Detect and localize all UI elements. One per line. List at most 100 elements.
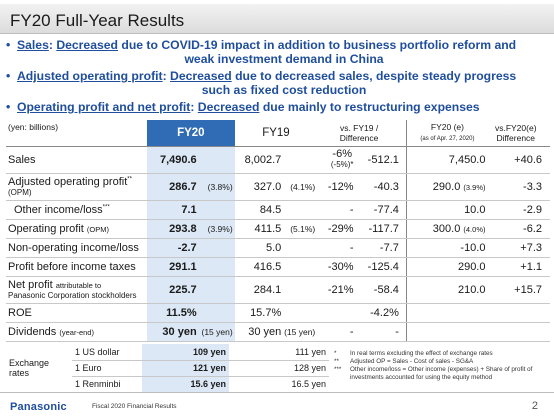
- fy20-value: 7.1: [147, 200, 235, 220]
- exchange-fy20: 121 yen: [142, 360, 229, 377]
- col-fy20-header: FY20: [147, 120, 235, 147]
- fy19-number: 327.0: [253, 180, 282, 193]
- difference-value: -4.2%: [355, 303, 401, 323]
- fy19-number: 84.5: [259, 203, 282, 216]
- fy20-value: 30 yen (15 yen): [147, 322, 235, 342]
- row-label-text: ROE: [8, 306, 32, 319]
- fy19-value: 15.7%: [234, 303, 318, 323]
- change-percent-stack: -: [350, 242, 354, 253]
- row-label: Adjusted operating profit** (OPM): [6, 173, 148, 201]
- fy20-number: 30 yen: [162, 325, 197, 338]
- exchange-fy20: 15.6 yen: [142, 376, 229, 393]
- bullet-emph: Decreased: [56, 38, 118, 52]
- fy19-number: 416.5: [253, 260, 282, 273]
- bullet-rest: due to COVID-19 impact in addition to bu…: [117, 38, 517, 52]
- table-header-row: (yen: billions) FY20 FY19 vs. FY19 / Dif…: [6, 120, 550, 147]
- forecast-ratio: (4.0%): [463, 224, 486, 234]
- col-diff-header-line2: Difference: [339, 132, 379, 143]
- difference-value: -40.3: [355, 173, 401, 201]
- forecast-value: -10.0: [406, 238, 488, 258]
- row-label-qualifier: attributable to: [55, 281, 102, 290]
- fy19-value: 8,002.7: [234, 146, 318, 174]
- row-label: Net profit attributable to Panasonic Corp…: [6, 276, 148, 304]
- forecast-number: -10.0: [460, 241, 486, 254]
- row-label-text: Profit before income taxes: [8, 260, 136, 273]
- bullet-adjusted-op: • Adjusted operating profit: Decreased d…: [6, 69, 551, 97]
- change-percent-value: -12%: [327, 180, 354, 193]
- panasonic-logo: Panasonic: [10, 401, 67, 413]
- exchange-row: 1 Renminbi 15.6 yen 16.5 yen: [6, 376, 329, 393]
- forecast-value: 7,450.0: [406, 146, 488, 174]
- bullet-rest: due mainly to restructuring expenses: [259, 100, 480, 114]
- forecast-value: 290.0: [406, 257, 488, 277]
- change-percent: -: [317, 322, 356, 342]
- forecast-value: [406, 303, 488, 323]
- footnote-text: Adjusted OP = Sales - Cost of sales - SG…: [350, 358, 474, 365]
- change-percent: -21%: [317, 276, 356, 304]
- fy19-number: 411.5: [254, 222, 282, 235]
- bullet-sales: • Sales: Decreased due to COVID-19 impac…: [6, 38, 551, 66]
- change-percent-stack: -: [350, 204, 354, 215]
- gap: [400, 120, 407, 147]
- exchange-fy19: 111 yen: [229, 344, 329, 361]
- fy20-value: 11.5%: [147, 303, 235, 323]
- change-percent-stack: -21%: [328, 284, 354, 295]
- forecast-difference: [487, 303, 550, 323]
- row-label-text: Dividends: [8, 325, 57, 338]
- col-fy19-header: FY19: [234, 120, 318, 147]
- bullet-dot: •: [6, 100, 11, 114]
- difference-value: -125.4: [355, 257, 401, 277]
- row-label-qualifier: (OPM): [86, 224, 109, 234]
- fy20-number: 7,490.6: [159, 153, 197, 166]
- change-percent: -12%: [317, 173, 356, 201]
- row-label-sup: ***: [102, 203, 110, 210]
- row-label-text: Operating profit: [8, 222, 84, 235]
- change-percent-stack: -30%: [328, 261, 354, 272]
- row-label: Operating profit (OPM): [6, 219, 148, 239]
- fy19-number: 15.7%: [250, 306, 282, 319]
- row-label: Sales: [6, 146, 148, 174]
- fy20-value: -2.7: [147, 238, 235, 258]
- footnote-mark: *: [334, 350, 337, 357]
- forecast-number: 7,450.0: [448, 153, 486, 166]
- col-fyd-header: vs.FY20(e) Difference: [487, 120, 550, 147]
- table-row: Non-operating income/loss -2.7 5.0 - -7.7 -10…: [6, 238, 550, 258]
- footnote-text: Other income/loss = Other income (expens…: [350, 366, 533, 381]
- forecast-value: [406, 322, 488, 342]
- fy20-ratio: (3.8%): [207, 181, 233, 192]
- footnotes: * In real terms excluding the effect of e…: [334, 350, 550, 382]
- fy19-value: 30 yen (15 yen): [234, 322, 318, 342]
- col-fyd-header-line1: vs.FY20(e): [494, 122, 537, 133]
- fy20-number: 11.5%: [166, 306, 197, 319]
- bullet-dot: •: [6, 69, 11, 83]
- forecast-value: 290.0 (3.9%): [406, 173, 488, 201]
- row-label-text: Adjusted operating profit: [8, 176, 128, 188]
- difference-value: -: [355, 322, 401, 342]
- fy19-number: 284.1: [253, 283, 282, 296]
- footnote-text: In real terms excluding the effect of ex…: [350, 350, 493, 357]
- change-percent-stack: -12%: [327, 180, 354, 193]
- fy19-value: 84.5: [234, 200, 318, 220]
- forecast-number: 10.0: [464, 203, 486, 216]
- col-fye-header: FY20 (e) (as of Apr. 27, 2020): [406, 120, 488, 147]
- change-percent-value: -29%: [327, 222, 354, 235]
- summary-bullets: • Sales: Decreased due to COVID-19 impac…: [6, 38, 551, 117]
- gap: [400, 276, 407, 304]
- difference-value: -58.4: [355, 276, 401, 304]
- fy19-ratio: (4.1%): [290, 181, 316, 192]
- row-label: Dividends (year-end): [6, 322, 148, 342]
- footnote-item: *** Other income/loss = Other income (exp…: [334, 366, 550, 382]
- exchange-label: Exchange rates: [6, 344, 72, 393]
- bullet-emph: Decreased: [170, 69, 232, 83]
- change-percent: -30%: [317, 257, 356, 277]
- gap: [400, 146, 407, 174]
- row-label: Other income/loss***: [6, 200, 148, 220]
- table-row: Operating profit (OPM) 293.8 (3.9%) 411.5 (5…: [6, 219, 550, 239]
- fy20-ratio: (15 yen): [201, 326, 233, 337]
- bullet-sep: :: [190, 100, 198, 114]
- forecast-value: 300.0 (4.0%): [406, 219, 488, 239]
- forecast-difference: -2.9: [487, 200, 550, 220]
- col-fye-header-line1: FY20 (e): [430, 121, 464, 132]
- table-body: Sales 7,490.6 8,002.7 -6% (-5%)* -512.1 7,450.…: [6, 146, 550, 342]
- bullet-emph: Decreased: [197, 100, 260, 114]
